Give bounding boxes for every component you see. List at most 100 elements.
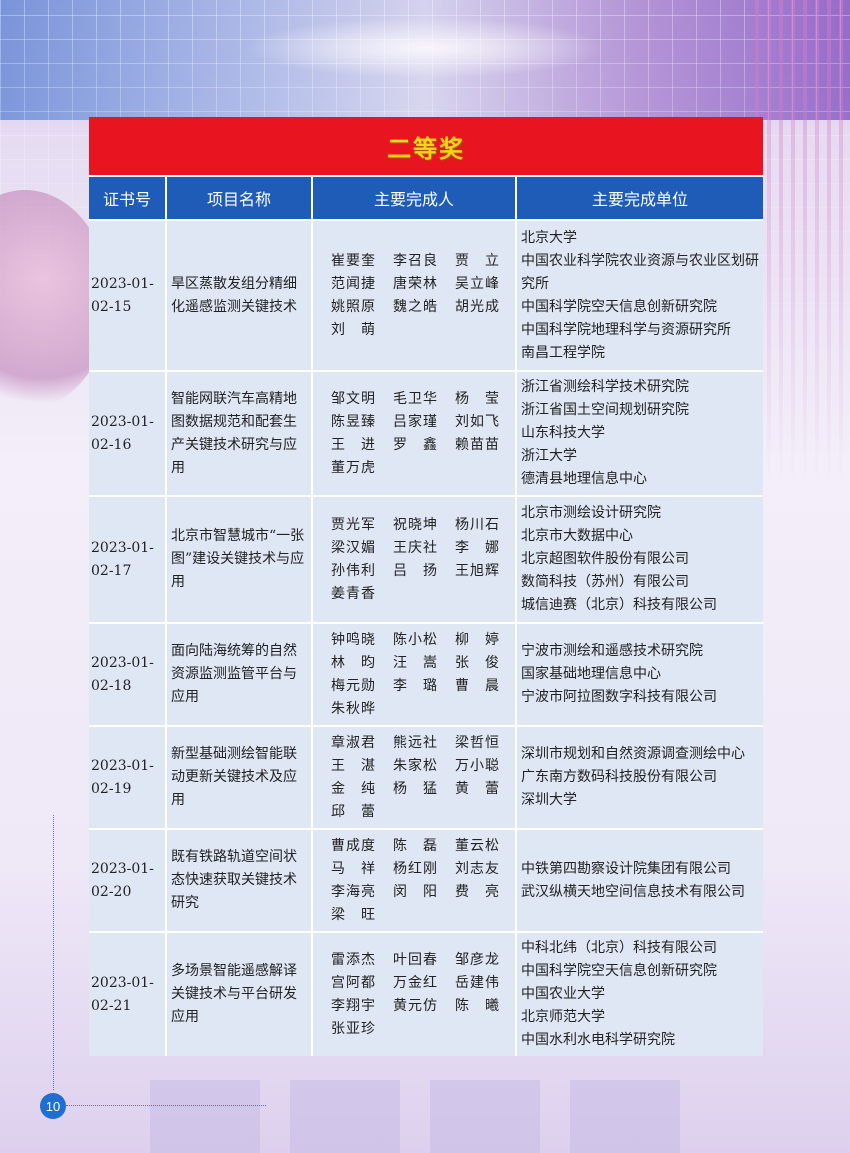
person-name: 刘如飞 — [455, 413, 499, 430]
people-cell: 邹文明 毛卫华 杨 莹陈昱臻 吕家瑾 刘如飞王 进 罗 鑫 赖苗苗 董万虎 — [311, 372, 515, 495]
person-name: 罗 鑫 — [393, 436, 437, 453]
person-name: 王 进 — [331, 436, 375, 453]
person-name: 宫阿都 — [331, 974, 375, 991]
person-name: 朱秋晔 — [331, 700, 375, 717]
person-name: 吕家瑾 — [393, 413, 437, 430]
project-name: 新型基础测绘智能联动更新关键技术及应用 — [165, 727, 311, 828]
people-cell: 钟鸣晓 陈小松 柳 婷林 昀 汪 嵩 张 俊梅元勋 李 璐 曹 晨朱秋晔 — [311, 624, 515, 725]
table-row: 2023-01- 02-18 面向陆海统筹的自然资源监测监管平台与应用 钟鸣晓 陈小松… — [89, 622, 763, 725]
person-name: 万金红 — [393, 974, 437, 991]
units-cell: 中科北纬（北京）科技有限公司 中国科学院空天信息创新研究院 中国农业大学 北京师范大学… — [515, 933, 763, 1056]
cert-number: 2023-01- 02-17 — [89, 497, 165, 622]
person-name: 陈昱臻 — [331, 413, 375, 430]
unit-name: 国家基础地理信息中心 — [521, 666, 661, 682]
page-number: 10 — [40, 1093, 66, 1119]
person-name: 邹文明 — [331, 390, 375, 407]
person-name: 雷添杰 — [331, 951, 375, 968]
unit-name: 北京师范大学 — [521, 1009, 605, 1025]
dotted-divider-horizontal — [66, 1105, 266, 1106]
units-cell: 深圳市规划和自然资源调查测绘中心 广东南方数码科技股份有限公司 深圳大学 — [515, 727, 763, 828]
cert-number: 2023-01- 02-19 — [89, 727, 165, 828]
project-name: 北京市智慧城市“一张图”建设关键技术与应用 — [165, 497, 311, 622]
unit-name: 南昌工程学院 — [521, 344, 605, 361]
people-list: 钟鸣晓 陈小松 柳 婷林 昀 汪 嵩 张 俊梅元勋 李 璐 曹 晨朱秋晔 — [313, 629, 499, 721]
person-name: 张 俊 — [455, 654, 499, 671]
person-name: 曹成度 — [331, 837, 375, 854]
person-name: 邹彦龙 — [455, 951, 499, 968]
background-bars — [755, 0, 850, 480]
award-table: 二等奖 证书号 项目名称 主要完成人 主要完成单位 2023-01- 02-15… — [89, 117, 763, 1056]
person-name: 汪 嵩 — [393, 654, 437, 671]
person-name: 姜青香 — [331, 585, 375, 602]
person-name: 曹 晨 — [455, 677, 499, 694]
unit-name: 中国科学院地理科学与资源研究所 — [521, 321, 731, 338]
people-list: 雷添杰 叶回春 邹彦龙 宫阿都 万金红 岳建伟 李翔宇 黄元仿 陈 曦张亚珍 — [313, 949, 499, 1041]
person-name: 李翔宇 — [331, 997, 375, 1014]
unit-name: 浙江省测绘科学技术研究院 — [521, 379, 689, 395]
person-name: 吕 扬 — [393, 562, 437, 579]
person-name: 毛卫华 — [393, 390, 437, 407]
person-name: 吴立峰 — [455, 275, 499, 292]
table-row: 2023-01- 02-19 新型基础测绘智能联动更新关键技术及应用 章淑君 熊远社 梁… — [89, 725, 763, 828]
person-name: 费 亮 — [455, 883, 499, 900]
person-name: 钟鸣晓 — [331, 631, 375, 648]
person-name: 胡光成 — [455, 298, 499, 315]
person-name: 李 娜 — [455, 539, 499, 556]
header-units: 主要完成单位 — [515, 177, 763, 219]
cert-number: 2023-01- 02-18 — [89, 624, 165, 725]
unit-name: 武汉纵横天地空间信息技术有限公司 — [521, 883, 745, 900]
header-people: 主要完成人 — [311, 177, 515, 219]
table-row: 2023-01- 02-17 北京市智慧城市“一张图”建设关键技术与应用 贾光军 祝晓… — [89, 495, 763, 622]
person-name: 熊远社 — [393, 734, 437, 751]
person-name: 金 纯 — [331, 780, 375, 797]
cert-number: 2023-01- 02-16 — [89, 372, 165, 495]
unit-name: 德清县地理信息中心 — [521, 471, 647, 487]
people-cell: 崔要奎 李召良 贾 立范闻捷 唐荣林 吴立峰 姚照原 魏之皓 胡光成刘 萌 — [311, 221, 515, 370]
person-name: 邱 蕾 — [331, 803, 375, 820]
person-name: 王旭辉 — [455, 562, 499, 579]
unit-name: 中国水利水电科学研究院 — [521, 1032, 675, 1048]
units-cell: 北京大学 中国农业科学院农业资源与农业区划研究所 中国科学院空天信息创新研究院 中国科… — [515, 221, 763, 370]
people-cell: 贾光军 祝晓坤 杨川石 梁汉媚 王庆社 李 娜孙伟利 吕 扬 王旭辉 姜青香 — [311, 497, 515, 622]
header-project: 项目名称 — [165, 177, 311, 219]
person-name: 董云松 — [455, 837, 499, 854]
units-cell: 宁波市测绘和遥感技术研究院 国家基础地理信息中心 宁波市阿拉图数字科技有限公司 — [515, 624, 763, 725]
unit-name: 中国科学院空天信息创新研究院 — [521, 963, 717, 979]
people-cell: 雷添杰 叶回春 邹彦龙 宫阿都 万金红 岳建伟 李翔宇 黄元仿 陈 曦张亚珍 — [311, 933, 515, 1056]
person-name: 范闻捷 — [331, 275, 375, 292]
unit-name: 宁波市阿拉图数字科技有限公司 — [521, 689, 717, 705]
person-name: 董万虎 — [331, 459, 375, 476]
table-body: 2023-01- 02-15 旱区蒸散发组分精细化遥感监测关键技术 崔要奎 李召良 贾 … — [89, 219, 763, 1056]
person-name: 李海亮 — [331, 883, 375, 900]
person-name: 杨 猛 — [393, 780, 437, 797]
units-cell: 中铁第四勘察设计院集团有限公司 武汉纵横天地空间信息技术有限公司 — [515, 830, 763, 931]
dotted-divider-vertical — [53, 815, 54, 1090]
person-name: 岳建伟 — [455, 974, 499, 991]
unit-name: 中铁第四勘察设计院集团有限公司 — [521, 860, 731, 877]
people-list: 章淑君 熊远社 梁哲恒王 湛 朱家松 万小聪金 纯 杨 猛 黄 蕾邱 蕾 — [313, 732, 499, 824]
person-name: 李 璐 — [393, 677, 437, 694]
person-name: 陈 曦 — [455, 997, 499, 1014]
award-title: 二等奖 — [89, 117, 763, 175]
unit-name: 中国农业科学院农业资源与农业区划研究所 — [521, 252, 759, 292]
person-name: 贾光军 — [331, 516, 375, 533]
person-name: 刘 萌 — [331, 321, 375, 338]
person-name: 王庆社 — [393, 539, 437, 556]
person-name: 马 祥 — [331, 860, 375, 877]
person-name: 孙伟利 — [331, 562, 375, 579]
person-name: 刘志友 — [455, 860, 499, 877]
project-name: 多场景智能遥感解译关键技术与平台研发应用 — [165, 933, 311, 1056]
person-name: 章淑君 — [331, 734, 375, 751]
person-name: 杨 莹 — [455, 390, 499, 407]
unit-name: 北京市测绘设计研究院 — [521, 505, 661, 521]
person-name: 林 昀 — [331, 654, 375, 671]
person-name: 万小聪 — [455, 757, 499, 774]
person-name: 杨红刚 — [393, 860, 437, 877]
person-name: 陈小松 — [393, 631, 437, 648]
unit-name: 深圳大学 — [521, 792, 577, 808]
unit-name: 浙江省国土空间规划研究院 — [521, 402, 689, 418]
person-name: 唐荣林 — [393, 275, 437, 292]
header-cert: 证书号 — [89, 177, 165, 219]
person-name: 梁哲恒 — [455, 734, 499, 751]
cert-number: 2023-01- 02-20 — [89, 830, 165, 931]
